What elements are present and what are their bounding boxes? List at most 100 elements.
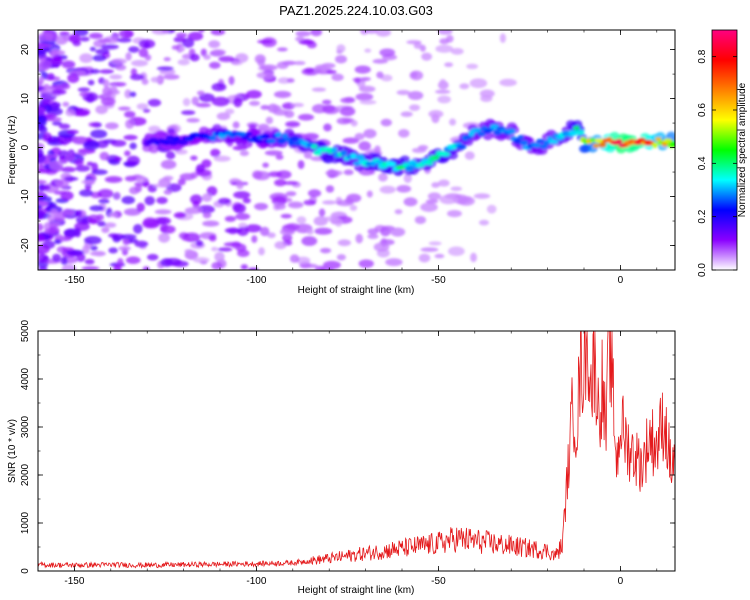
spectrogram-ridge-blob (241, 135, 250, 141)
spectrogram-ridge-blob (594, 138, 604, 144)
spectrogram-noise-blob (81, 218, 88, 224)
spectrogram-noise-blob (121, 195, 136, 205)
spectrogram-noise-blob (151, 30, 170, 35)
spectrogram-ridge-blob (598, 142, 607, 148)
spectrogram-ridge-blob (165, 135, 175, 141)
spectrogram-noise-blob (380, 118, 392, 127)
spectrogram-noise-blob (130, 68, 138, 76)
spectrogram-noise-blob (420, 202, 438, 212)
spectrogram-noise-blob (340, 97, 356, 104)
spectrogram-noise-blob (252, 170, 263, 180)
spectrogram-noise-blob (184, 248, 194, 254)
spectrogram-ridge-blob (310, 143, 318, 150)
spectrogram-ridge-blob (168, 140, 179, 146)
spectrogram-noise-blob (336, 254, 346, 261)
spectrogram-noise-blob (439, 194, 458, 205)
spectrogram-noise-blob (102, 86, 113, 97)
spectrogram-noise-blob (273, 90, 292, 99)
spectrogram-noise-blob (187, 31, 204, 41)
spectrogram-noise-blob (50, 102, 61, 108)
spectrogram-noise-blob (310, 30, 323, 37)
spectrogram-noise-blob (438, 179, 450, 187)
spectrogram-noise-blob (311, 104, 327, 114)
spectrogram-noise-blob (208, 234, 217, 242)
spectrogram-noise-blob (190, 194, 203, 205)
spectrogram-noise-blob (190, 172, 199, 179)
spectrogram-noise-blob (304, 67, 314, 74)
spectrogram-noise-blob (325, 185, 335, 193)
spectrogram-ridge-blob (592, 143, 600, 148)
spectrogram-noise-blob (291, 102, 304, 108)
spectrogram-ridge-blob (281, 133, 288, 139)
y-tick-label: -20 (20, 238, 31, 253)
spectrogram-noise-blob (210, 30, 226, 36)
y-tick-label: 0 (20, 144, 31, 150)
spectrogram-noise-blob (96, 214, 105, 221)
spectrogram-noise-blob (75, 209, 83, 217)
y-tick-label: 20 (20, 44, 31, 56)
snr-panel: -150 -100 -50 0 0 1000 2000 3000 4000 5000 Heigh… (7, 319, 676, 596)
spectrogram-noise-blob (125, 256, 141, 265)
spectrogram-noise-blob (425, 199, 439, 204)
spectrogram-noise-blob (38, 196, 52, 203)
spectrogram-ridge-blob (589, 138, 597, 143)
spectrogram-noise-blob (195, 163, 205, 174)
spectrogram-noise-blob (217, 197, 231, 205)
spectrogram-noise-blob (437, 30, 453, 35)
spectrogram-noise-blob (375, 30, 391, 37)
spectrogram-noise-blob (449, 118, 457, 126)
spectrogram-noise-blob (118, 246, 131, 251)
spectrogram-ridge-blob (267, 138, 277, 144)
spectrogram-noise-blob (61, 247, 74, 252)
spectrogram-noise-blob (38, 142, 45, 151)
spectrogram-noise-blob (244, 224, 262, 233)
spectrogram-noise-blob (265, 116, 274, 125)
spectrogram-noise-blob (295, 36, 305, 42)
spectrogram-noise-blob (428, 241, 442, 246)
spectrogram-noise-blob (38, 169, 53, 174)
spectrogram-noise-blob (85, 93, 95, 103)
spectrogram-ridge-blob (506, 128, 516, 134)
spectrogram-noise-blob (123, 134, 138, 141)
spectrogram-ridge-blob (533, 143, 541, 148)
spectrogram-noise-blob (232, 121, 240, 129)
spectrogram-noise-blob (276, 170, 292, 179)
spectrogram-noise-blob (114, 156, 123, 162)
spectrogram-noise-blob (277, 77, 291, 84)
spectrogram-noise-blob (147, 253, 159, 261)
spectrogram-noise-blob (147, 98, 162, 107)
spectrogram-noise-blob (262, 162, 269, 168)
spectrogram-noise-blob (92, 54, 107, 62)
spectrogram-ridge-blob (574, 130, 585, 135)
spectrogram-noise-blob (160, 159, 177, 170)
spectrogram-noise-blob (211, 96, 230, 107)
spectrogram-noise-blob (144, 196, 155, 206)
spectrogram-noise-blob (350, 120, 358, 127)
spectrogram-noise-blob (104, 176, 123, 183)
spectrogram-noise-blob (274, 241, 287, 250)
spectrogram-noise-blob (138, 47, 149, 58)
snr-y-axis-label: SNR (10 * v/v) (7, 419, 18, 483)
spectrogram-noise-blob (260, 105, 270, 110)
spectrogram-noise-blob (142, 218, 160, 229)
spectrogram-noise-blob (124, 111, 136, 118)
spectrogram-noise-blob (198, 30, 205, 33)
spectrogram-noise-blob (403, 197, 418, 207)
colorbar-tick-label: 0.6 (697, 103, 708, 117)
spectrogram-noise-blob (123, 208, 141, 216)
spectrogram-ridge-blob (536, 138, 545, 144)
spectrogram-noise-blob (38, 244, 50, 255)
spectrogram-noise-blob (326, 69, 337, 75)
spectrogram-noise-blob (286, 78, 295, 83)
spectrogram-noise-blob (89, 205, 105, 212)
spectrogram-noise-blob (113, 191, 121, 200)
spectrogram-noise-blob (322, 104, 336, 113)
spectrogram-noise-blob (274, 203, 286, 210)
spectrogram-ridge-blob (615, 139, 623, 144)
spectrogram-noise-blob (450, 47, 464, 55)
spectrogram-noise-blob (257, 123, 270, 131)
spectrogram-noise-blob (84, 258, 95, 265)
spectrogram-noise-blob (43, 104, 53, 113)
spectrogram-ridge-blob (350, 153, 357, 159)
spectrogram-noise-blob (322, 99, 332, 105)
